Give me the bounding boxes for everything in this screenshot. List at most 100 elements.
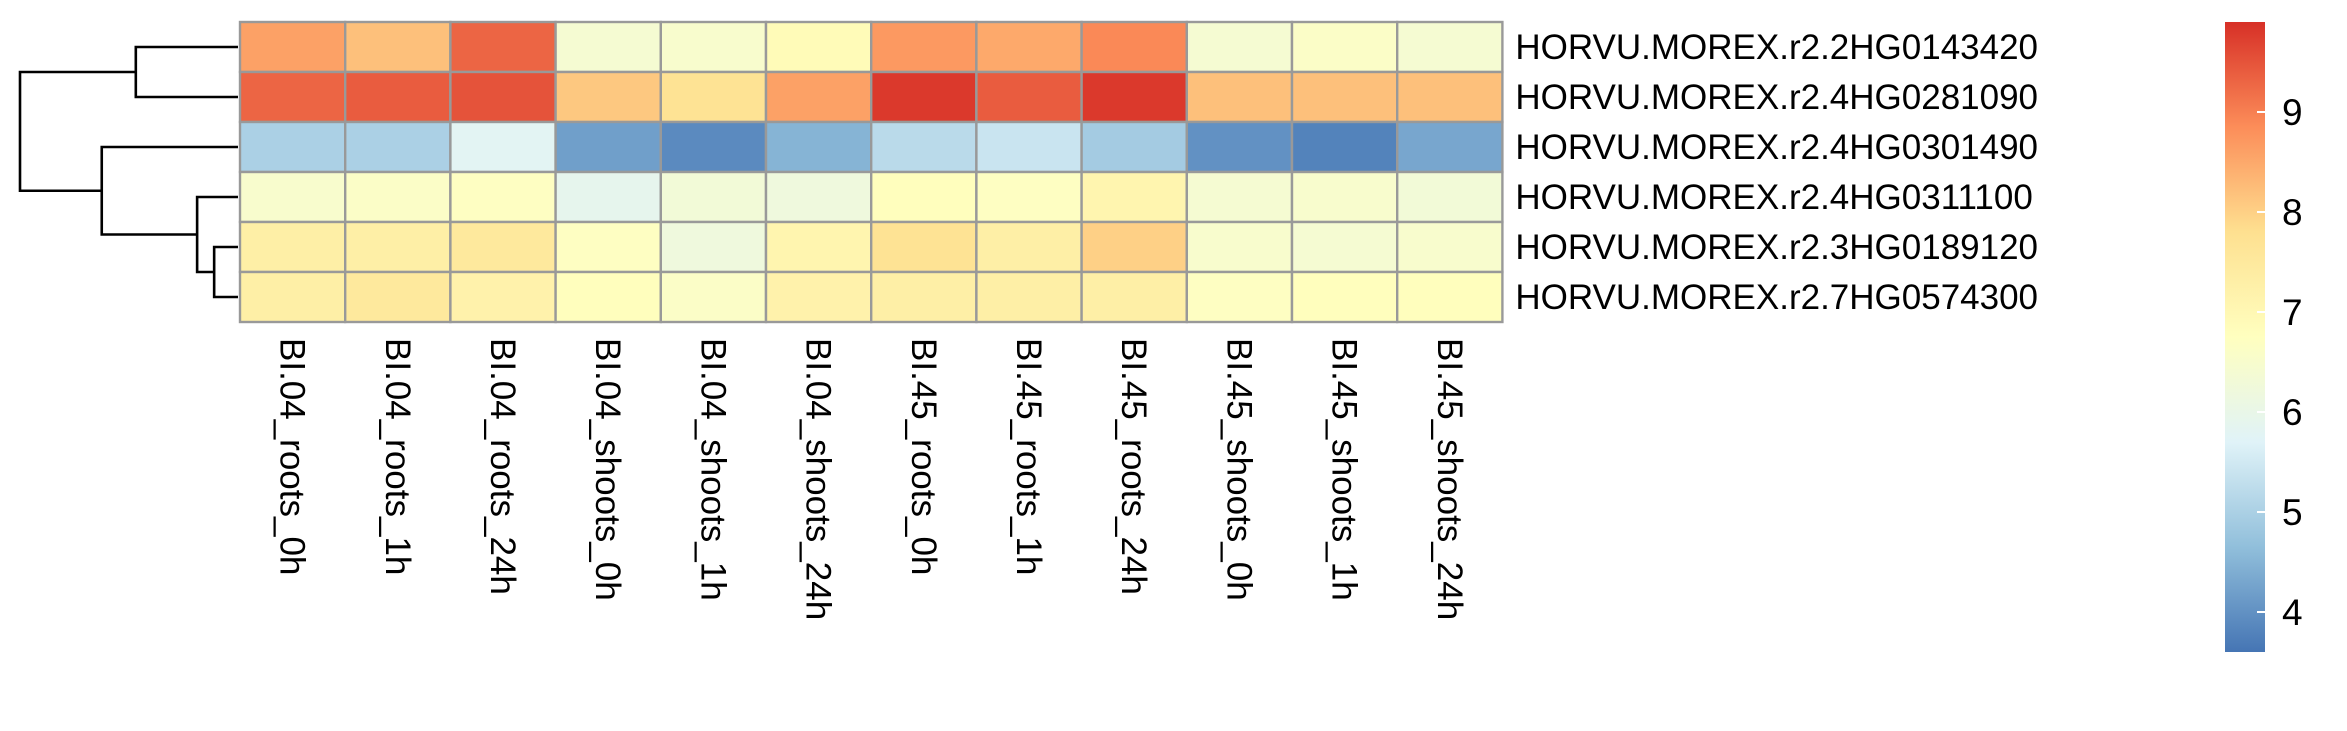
colorbar-tick-label: 7 [2282, 292, 2303, 333]
heatmap-cell [1395, 70, 1504, 124]
dendrogram-branch [100, 145, 238, 236]
heatmap-cell [764, 20, 873, 74]
column-label: BI.04_shoots_1h [693, 338, 732, 601]
heatmap-cell [1185, 270, 1294, 324]
heatmap-cell [449, 220, 557, 274]
heatmap-cell [344, 220, 452, 274]
heatmap-cell [975, 270, 1083, 324]
heatmap-cell [1080, 70, 1188, 124]
colorbar-tick-label: 4 [2282, 592, 2303, 633]
heatmap-cell [659, 20, 768, 74]
row-label: HORVU.MOREX.r2.4HG0311100 [1515, 178, 2032, 217]
heatmap-cell [1395, 20, 1504, 74]
row-label: HORVU.MOREX.r2.7HG0574300 [1515, 278, 2038, 317]
heatmap-cell [870, 70, 978, 124]
heatmap-cell [449, 20, 557, 74]
heatmap-cell [238, 170, 347, 224]
colorbar-tick-label: 9 [2282, 92, 2303, 133]
heatmap-cell [870, 270, 978, 324]
column-label: BI.45_shoots_1h [1325, 338, 1364, 601]
heatmap-cell [1185, 70, 1294, 124]
heatmap-cell [1290, 170, 1399, 224]
heatmap-cell [764, 220, 873, 274]
heatmap-cell [238, 70, 347, 124]
row-label: HORVU.MOREX.r2.3HG0189120 [1515, 228, 2038, 267]
heatmap-cell [1395, 170, 1504, 224]
heatmap-cell [554, 270, 662, 324]
colorbar-tick-label: 8 [2282, 192, 2303, 233]
heatmap-cell [1185, 220, 1294, 274]
heatmap-cell [659, 120, 768, 174]
column-label: BI.04_roots_0h [273, 338, 312, 575]
heatmap-cells [238, 20, 1504, 324]
column-label: BI.04_roots_1h [378, 338, 417, 575]
heatmap-cell [1080, 120, 1188, 174]
heatmap-cell [238, 270, 347, 324]
heatmap-cell [975, 20, 1083, 74]
heatmap-cell [344, 20, 452, 74]
column-label: BI.45_shoots_0h [1219, 338, 1258, 601]
column-label: BI.04_shoots_0h [588, 338, 627, 601]
column-label: BI.45_shoots_24h [1430, 338, 1469, 620]
heatmap-cell [764, 70, 873, 124]
colorbar-tick-label: 6 [2282, 392, 2303, 433]
heatmap-cell [449, 120, 557, 174]
heatmap-cell [870, 120, 978, 174]
column-labels: BI.04_roots_0h BI.04_roots_1h BI.04_roots_… [273, 338, 1469, 620]
heatmap-cell [449, 270, 557, 324]
row-label: HORVU.MOREX.r2.4HG0301490 [1515, 128, 2038, 167]
heatmap-cell [1080, 220, 1188, 274]
column-label: BI.45_roots_0h [904, 338, 943, 575]
heatmap-cell [1080, 20, 1188, 74]
heatmap-cell [1185, 20, 1294, 74]
heatmap-cell [1185, 170, 1294, 224]
heatmap-cell [870, 20, 978, 74]
heatmap-cell [1395, 120, 1504, 174]
heatmap-cell [659, 220, 768, 274]
heatmap-cell [975, 70, 1083, 124]
heatmap-cell [659, 170, 768, 224]
row-label: HORVU.MOREX.r2.4HG0281090 [1515, 78, 2038, 117]
column-label: BI.45_roots_1h [1009, 338, 1048, 575]
heatmap-cell [975, 170, 1083, 224]
column-label: BI.04_shoots_24h [799, 338, 838, 620]
dendrogram-branch [212, 245, 238, 299]
colorbar-tick-label: 5 [2282, 492, 2303, 533]
heatmap-cell [870, 170, 978, 224]
heatmap-cell [764, 170, 873, 224]
column-label: BI.04_roots_24h [483, 338, 522, 595]
heatmap-cell [1290, 120, 1399, 174]
heatmap-cell [1395, 270, 1504, 324]
dendrogram-branch [134, 45, 238, 99]
heatmap-cell [554, 20, 662, 74]
heatmap-cell [554, 120, 662, 174]
heatmap-cell [975, 120, 1083, 174]
heatmap-cell [554, 70, 662, 124]
heatmap-cell [870, 220, 978, 274]
heatmap-cell [975, 220, 1083, 274]
dendrogram-branch [195, 195, 238, 274]
heatmap-cell [554, 220, 662, 274]
heatmap-cell [1080, 170, 1188, 224]
heatmap-cell [344, 170, 452, 224]
row-dendrogram [18, 45, 238, 299]
heatmap-cell [1395, 220, 1504, 274]
heatmap-cell [659, 270, 768, 324]
heatmap-cell [764, 270, 873, 324]
heatmap-cell [344, 270, 452, 324]
row-labels: HORVU.MOREX.r2.2HG0143420 HORVU.MOREX.r2.… [1515, 28, 2038, 317]
colorbar: 4 5 6 7 8 9 [2225, 22, 2303, 652]
dendrogram-branch [18, 70, 136, 193]
heatmap-cell [238, 120, 347, 174]
heatmap-cell [344, 120, 452, 174]
heatmap-cell [449, 170, 557, 224]
colorbar-gradient [2225, 22, 2265, 652]
heatmap-cell [449, 70, 557, 124]
heatmap-cell [238, 220, 347, 274]
heatmap-cell [1290, 270, 1399, 324]
heatmap-cell [1080, 270, 1188, 324]
heatmap-cell [238, 20, 347, 74]
heatmap-cell [659, 70, 768, 124]
heatmap-cell [1290, 220, 1399, 274]
